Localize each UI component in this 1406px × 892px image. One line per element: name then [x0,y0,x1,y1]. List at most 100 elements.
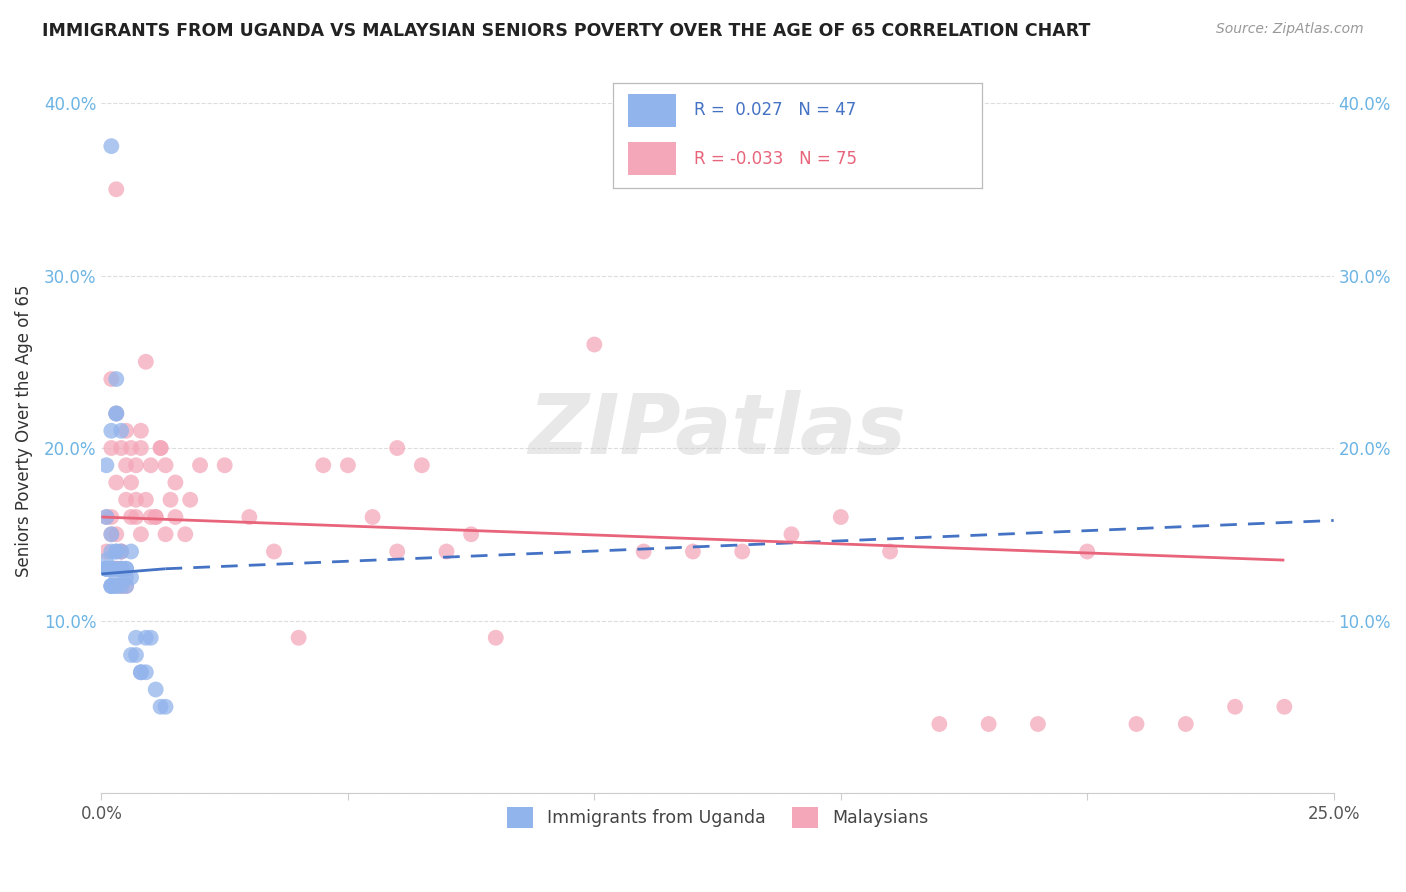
Point [129,424,152,438]
Point [139,510,162,524]
Point [129,665,152,680]
Point [361,510,384,524]
Point [120,648,142,662]
Point [411,458,433,473]
Point [129,665,152,680]
Point [110,424,132,438]
Point [110,579,132,593]
Point [100,562,122,576]
Point [105,562,128,576]
Point [125,492,148,507]
Point [105,407,128,421]
Point [485,631,508,645]
Point [135,665,157,680]
Point [780,527,803,541]
Point [336,458,359,473]
Point [105,562,128,576]
Point [105,570,128,584]
Point [129,441,152,455]
Point [977,717,1000,731]
Point [1223,699,1246,714]
Point [105,407,128,421]
Point [159,492,181,507]
Point [155,527,177,541]
Point [100,579,122,593]
Point [105,372,128,386]
Point [105,579,128,593]
Point [879,544,901,558]
Point [105,579,128,593]
Point [100,527,122,541]
Point [100,424,122,438]
Point [120,544,142,558]
Point [105,182,128,196]
Point [1076,544,1098,558]
Point [120,475,142,490]
Point [135,631,157,645]
Point [149,441,172,455]
Point [96,562,118,576]
Point [100,562,122,576]
Point [100,372,122,386]
Point [110,562,132,576]
Point [165,510,187,524]
Point [120,570,142,584]
Point [145,510,167,524]
Point [115,570,138,584]
Point [139,458,162,473]
Point [100,527,122,541]
Point [135,355,157,369]
Point [179,492,201,507]
Legend: Immigrants from Uganda, Malaysians: Immigrants from Uganda, Malaysians [501,800,935,835]
Point [139,631,162,645]
Point [385,441,408,455]
Point [1026,717,1049,731]
Point [125,631,148,645]
Point [100,579,122,593]
Point [110,544,132,558]
Point [105,562,128,576]
Point [110,544,132,558]
Point [100,441,122,455]
Point [110,562,132,576]
Point [1174,717,1197,731]
Point [174,527,197,541]
Point [105,527,128,541]
Point [583,337,606,351]
Point [1125,717,1147,731]
Y-axis label: Seniors Poverty Over the Age of 65: Seniors Poverty Over the Age of 65 [15,285,32,577]
Point [125,458,148,473]
Point [96,544,118,558]
Point [96,562,118,576]
Point [460,527,482,541]
Text: Source: ZipAtlas.com: Source: ZipAtlas.com [1216,22,1364,37]
Text: ZIPatlas: ZIPatlas [529,391,907,471]
Point [145,510,167,524]
Point [115,458,138,473]
Point [105,475,128,490]
Point [115,424,138,438]
Point [96,553,118,567]
Point [731,544,754,558]
Point [110,441,132,455]
Point [115,562,138,576]
Point [110,544,132,558]
Point [105,544,128,558]
Point [1272,699,1295,714]
Point [125,648,148,662]
Point [105,407,128,421]
Point [100,579,122,593]
Point [100,510,122,524]
Point [155,458,177,473]
Point [214,458,236,473]
Point [110,579,132,593]
Point [165,475,187,490]
Point [145,682,167,697]
Point [149,441,172,455]
Point [188,458,211,473]
Point [115,579,138,593]
Point [115,562,138,576]
Point [115,492,138,507]
Point [100,139,122,153]
Point [100,562,122,576]
